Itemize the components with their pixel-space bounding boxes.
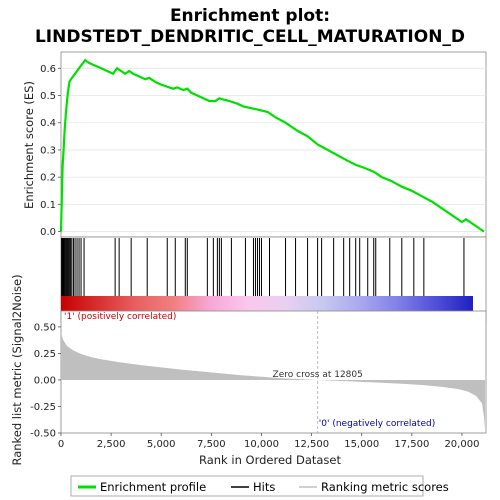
x-tick-label: 0 — [58, 439, 64, 450]
metric-y-tick-label: 0.25 — [34, 349, 56, 360]
x-axis: 0 2,500 5,000 7,500 10,000 12,500 15,000 17,500… — [58, 433, 479, 450]
metric-y-tick-label: 0.50 — [34, 322, 56, 333]
hit-markers — [61, 238, 465, 296]
x-tick-label: 5,000 — [147, 439, 176, 450]
legend — [70, 475, 424, 497]
x-tick-label: 2,500 — [97, 439, 126, 450]
metric-y-tick-label: -0.25 — [30, 402, 56, 413]
legend-hits-label: Hits — [253, 480, 275, 494]
chart-title-line2: LINDSTEDT_DENDRITIC_CELL_MATURATION_D — [35, 27, 465, 47]
x-tick-label: 7,500 — [197, 439, 226, 450]
ranking-metric-area — [61, 332, 485, 429]
x-tick-label: 12,500 — [294, 439, 329, 450]
legend-profile-label: Enrichment profile — [100, 480, 206, 494]
ranking-heatmap-bar — [61, 296, 473, 311]
es-y-tick-label: 0.4 — [40, 118, 56, 129]
es-gridlines — [61, 67, 486, 232]
x-tick-label: 17,500 — [394, 439, 429, 450]
es-y-tick-label: 0.1 — [40, 200, 56, 211]
metric-y-axis-label: Ranked list metric (Signal2Noise) — [10, 274, 24, 465]
es-panel — [60, 51, 487, 238]
chart-title-line1: Enrichment plot: — [170, 6, 330, 26]
es-y-tick-label: 0.2 — [40, 173, 56, 184]
enrichment-profile-line — [59, 58, 485, 233]
metric-y-tick-label: -0.50 — [30, 429, 56, 440]
metric-y-tick-label: 0.00 — [34, 375, 56, 386]
negative-correlation-label: '0' (negatively correlated) — [319, 419, 435, 429]
es-y-axis: 0.0 0.1 0.2 0.3 0.4 0.5 0.6 — [40, 64, 61, 238]
es-y-tick-label: 0.5 — [40, 91, 56, 102]
positive-correlation-label: '1' (positively correlated) — [64, 312, 176, 322]
zero-cross-label: Zero cross at 12805 — [273, 370, 363, 380]
metric-y-axis: -0.50 -0.25 0.00 0.25 0.50 — [30, 322, 61, 440]
es-y-axis-label: Enrichment score (ES) — [22, 81, 36, 209]
es-y-tick-label: 0.0 — [40, 227, 56, 238]
es-y-tick-label: 0.3 — [40, 145, 56, 156]
es-y-tick-label: 0.6 — [40, 64, 56, 75]
x-axis-label: Rank in Ordered Dataset — [199, 453, 342, 467]
x-tick-label: 20,000 — [444, 439, 479, 450]
x-tick-label: 10,000 — [244, 439, 279, 450]
x-tick-label: 15,000 — [344, 439, 379, 450]
legend-metric-label: Ranking metric scores — [321, 480, 449, 494]
